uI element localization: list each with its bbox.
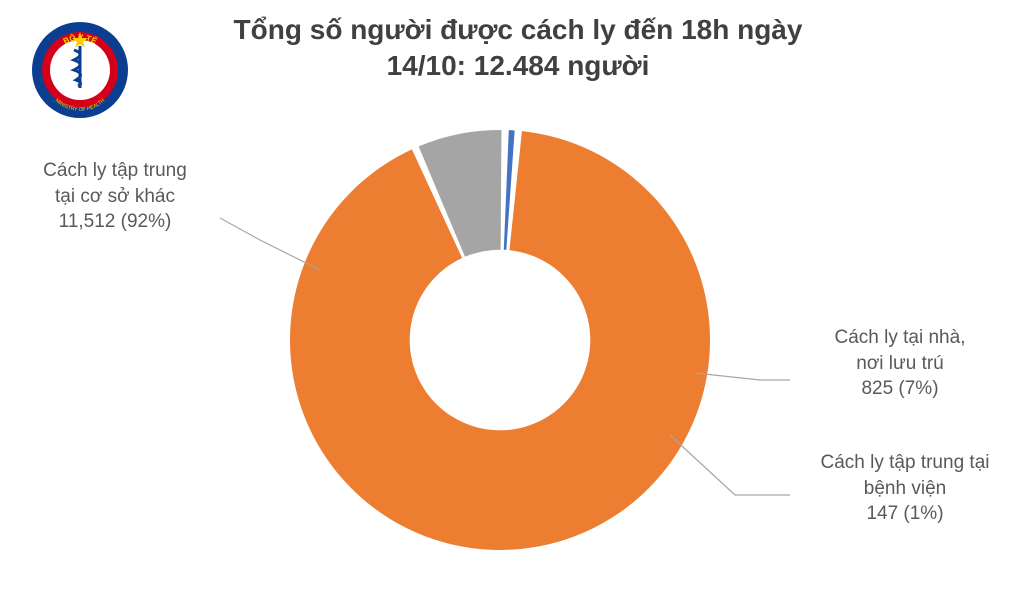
slice-label-home: Cách ly tại nhà, nơi lưu trú 825 (7%): [795, 325, 1005, 402]
slice-label-other-facilities: Cách ly tập trung tại cơ sở khác 11,512 …: [10, 158, 220, 235]
chart-title: Tổng số người được cách ly đến 18h ngày …: [0, 12, 1036, 85]
title-line-2: 14/10: 12.484 người: [387, 50, 650, 81]
slice-label-hospital: Cách ly tập trung tại bệnh viện 147 (1%): [795, 450, 1015, 527]
donut-chart: Cách ly tập trung tại cơ sở khác 11,512 …: [0, 100, 1036, 600]
title-line-1: Tổng số người được cách ly đến 18h ngày: [234, 14, 803, 45]
